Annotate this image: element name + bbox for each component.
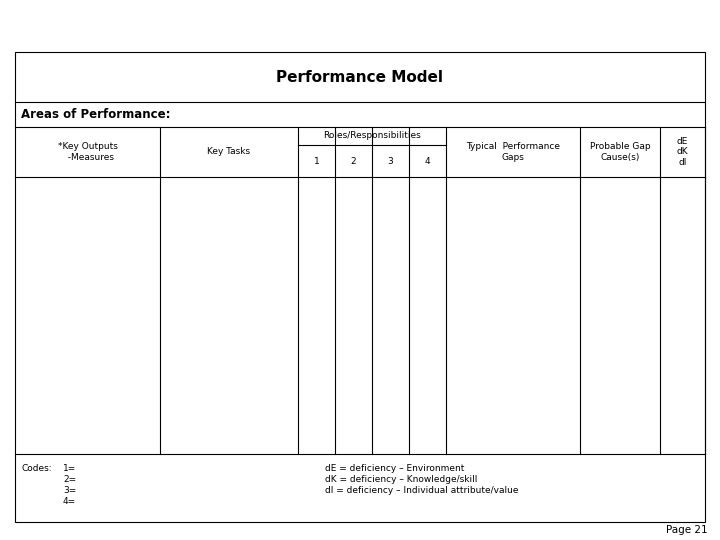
Text: 1: 1: [314, 157, 320, 165]
Text: 2: 2: [351, 157, 356, 165]
Text: Areas of Performance:: Areas of Performance:: [21, 108, 171, 121]
Text: Codes:: Codes:: [21, 464, 52, 473]
Text: Roles/Responsibilities: Roles/Responsibilities: [323, 132, 421, 140]
Text: 3=: 3=: [63, 486, 76, 495]
Text: Typical  Performance
Gaps: Typical Performance Gaps: [466, 143, 560, 161]
Text: dI = deficiency – Individual attribute/value: dI = deficiency – Individual attribute/v…: [325, 486, 518, 495]
Text: *Key Outputs
  -Measures: *Key Outputs -Measures: [58, 143, 117, 161]
Text: dE = deficiency – Environment: dE = deficiency – Environment: [325, 464, 464, 473]
Text: 2=: 2=: [63, 475, 76, 484]
Bar: [15, 52, 705, 522]
Text: 4: 4: [425, 157, 431, 165]
Text: Key Tasks: Key Tasks: [207, 147, 251, 157]
Text: 4=: 4=: [63, 497, 76, 506]
Text: dE
dK
dI: dE dK dI: [677, 137, 688, 167]
Text: Page 21: Page 21: [667, 525, 708, 535]
Text: Probable Gap
Cause(s): Probable Gap Cause(s): [590, 143, 650, 161]
Text: dK = deficiency – Knowledge/skill: dK = deficiency – Knowledge/skill: [325, 475, 477, 484]
Text: 1=: 1=: [63, 464, 76, 473]
Text: 3: 3: [387, 157, 393, 165]
Text: Performance Model: Performance Model: [276, 70, 444, 84]
